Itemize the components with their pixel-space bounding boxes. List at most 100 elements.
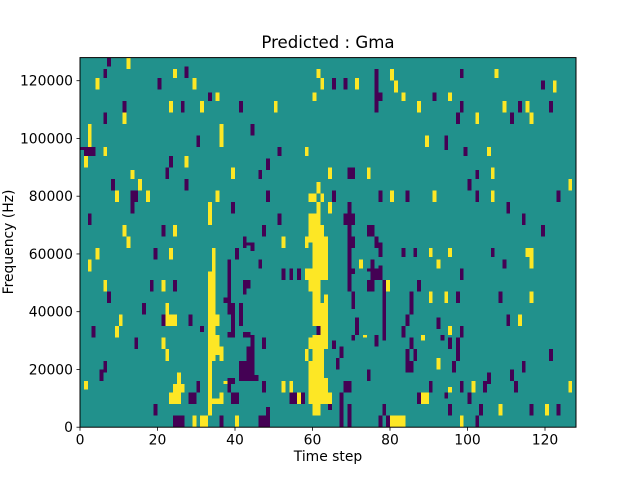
y-tick-label: 60000 [29, 247, 73, 263]
heatmap-cell-run [184, 66, 189, 78]
heatmap-cell-run [351, 291, 356, 309]
heatmap-cell-run [374, 268, 379, 280]
heatmap-cell-run [517, 314, 522, 327]
heatmap-cell-run [246, 242, 251, 246]
heatmap-cell-run [436, 317, 441, 330]
heatmap-cell-run [238, 360, 243, 382]
heatmap-cell-run [432, 190, 437, 202]
axes-spines [79, 57, 577, 428]
heatmap-cell-run [138, 178, 142, 191]
heatmap-cell-run [459, 69, 464, 78]
heatmap-cell-run [328, 167, 332, 179]
heatmap-cell-run [459, 415, 464, 428]
heatmap-cell-run [258, 170, 263, 179]
heatmap-cell-run [246, 279, 251, 289]
heatmap-cell-run [556, 190, 561, 202]
heatmap-cell-run [169, 392, 173, 405]
heatmap-cell-run [227, 378, 232, 393]
heatmap-cell-run [153, 404, 158, 416]
heatmap-cell-run [258, 259, 263, 269]
heatmap-cell-run [161, 337, 166, 350]
heatmap-cell-run [459, 381, 464, 393]
heatmap-cell-run [184, 178, 189, 191]
heatmap-cell-run [502, 100, 507, 113]
heatmap-cell-run [215, 334, 220, 356]
heatmap-cell-run [417, 100, 421, 113]
heatmap-cell-run [103, 360, 108, 373]
heatmap-cell-run [254, 375, 259, 381]
heatmap-cell-run [215, 190, 220, 202]
heatmap-cell-run [366, 225, 371, 237]
heatmap-cell-run [176, 415, 181, 428]
heatmap-cell-run [417, 279, 421, 292]
heatmap-cell-run [235, 392, 239, 405]
heatmap-cell-run [223, 381, 228, 384]
heatmap-cell-run [161, 279, 166, 292]
heatmap-cell-run [173, 225, 177, 237]
heatmap-cell-run [432, 92, 437, 101]
heatmap-cell-run [428, 291, 433, 304]
x-tick-label: 0 [76, 433, 85, 449]
heatmap-cell-run [118, 314, 123, 327]
heatmap-cell-run [246, 346, 251, 381]
heatmap-cell-run [351, 236, 356, 249]
heatmap-cell-run [475, 415, 480, 428]
heatmap-cell-run [204, 415, 208, 428]
heatmap-cell-run [266, 158, 270, 171]
heatmap-cell-run [514, 381, 518, 393]
heatmap-cell-run [316, 326, 321, 335]
heatmap-cell-run [440, 334, 445, 341]
heatmap-cell-run [114, 190, 119, 202]
heatmap-cell-run [409, 337, 414, 350]
heatmap-cell-run [378, 265, 383, 280]
heatmap-cell-run [165, 167, 170, 179]
heatmap-cell-run [374, 69, 379, 113]
heatmap-cell-run [99, 369, 104, 381]
heatmap-cell-run [200, 326, 204, 332]
heatmap-cell-run [390, 69, 394, 81]
heatmap-cell-run [200, 415, 204, 428]
heatmap-cell-run [459, 326, 464, 338]
heatmap-cell-run [382, 404, 387, 416]
heatmap-cell-run [308, 360, 313, 405]
x-tick-label: 60 [304, 433, 322, 449]
heatmap-cell-run [490, 248, 495, 257]
heatmap-cell-run [130, 170, 135, 179]
heatmap-cell-run [448, 337, 452, 350]
heatmap-cell-run [347, 381, 352, 393]
heatmap-cell-run [320, 225, 325, 280]
heatmap-cell-run [246, 331, 251, 338]
heatmap-cell-run [471, 381, 476, 393]
heatmap-cell-run [355, 317, 359, 335]
heatmap-cell-run [235, 415, 239, 428]
heatmap-cell-run [320, 193, 325, 202]
heatmap-cell-run [347, 201, 352, 292]
heatmap-cell-run [95, 77, 100, 90]
heatmap-cell-run [366, 369, 371, 381]
heatmap-cell-run [122, 112, 127, 125]
heatmap-cell-run [370, 259, 375, 292]
heatmap-cell-run [521, 213, 526, 226]
heatmap-cell-run [521, 360, 526, 373]
heatmap-cell-run [444, 291, 449, 304]
heatmap-cell-run [320, 303, 325, 405]
heatmap-cell-run [339, 346, 344, 358]
heatmap-cell-run [207, 92, 212, 101]
heatmap-cell-run [231, 392, 235, 405]
heatmap-cell-run [316, 181, 321, 194]
heatmap-cell-run [455, 112, 460, 125]
heatmap-cell-run [351, 268, 356, 275]
heatmap-cell-run [401, 415, 406, 428]
heatmap-cell-run [312, 334, 317, 416]
heatmap-cell-run [475, 112, 480, 125]
heatmap-cell-run [219, 346, 224, 361]
heatmap-cell-run [498, 404, 503, 416]
heatmap-cell-run [428, 248, 433, 257]
heatmap-cell-run [95, 248, 100, 260]
heatmap-cell-run [122, 100, 127, 113]
heatmap-cell-run [196, 135, 201, 148]
heatmap-cell-run [235, 248, 239, 260]
heatmap-cell-run [393, 415, 398, 428]
heatmap-cell-run [510, 369, 514, 381]
heatmap-cell-run [486, 147, 491, 156]
